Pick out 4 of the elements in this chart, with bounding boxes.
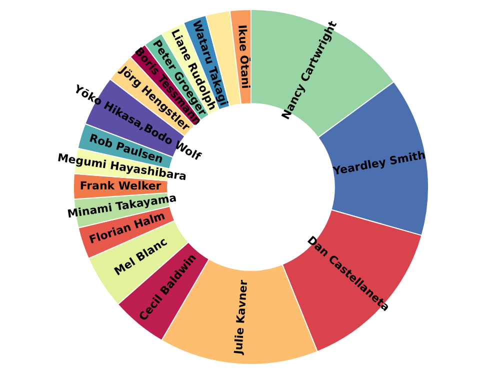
slice-label: Yeardley Smith xyxy=(331,148,426,178)
slice-label: Frank Welker xyxy=(80,179,162,193)
slice-label: Ikue Ōtani xyxy=(235,24,254,90)
slice-label: Julie Kavner xyxy=(232,278,250,356)
